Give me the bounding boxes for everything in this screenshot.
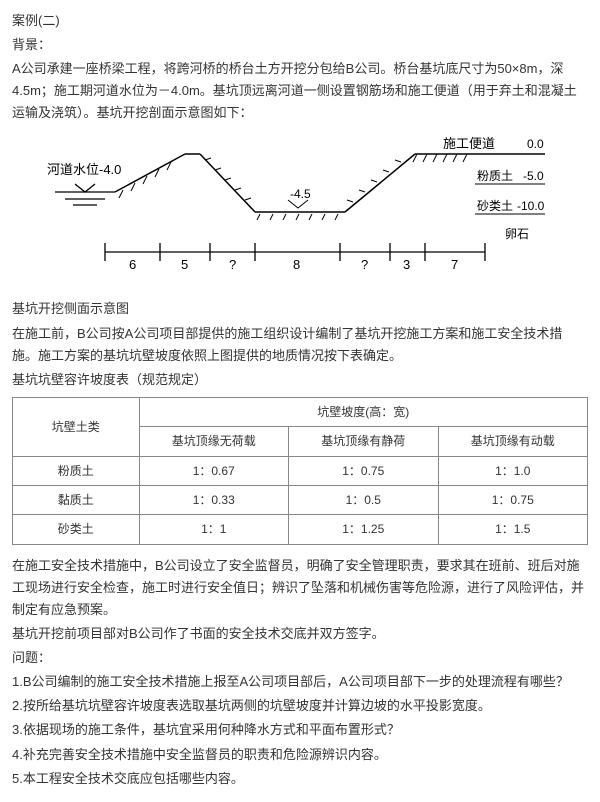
th-sub3: 基坑顶缘有动载 (438, 427, 588, 456)
table-row: 黏质土 1：0.33 1：0.5 1：0.75 (13, 486, 588, 515)
question-5: 5.本工程安全技术交底应包括哪些内容。 (12, 768, 588, 790)
elev-0: 0.0 (527, 137, 544, 151)
elev-2: -10.0 (517, 199, 545, 213)
cell: 1：0.75 (438, 486, 588, 515)
questions-title: 问题： (12, 647, 588, 669)
strat-1: 粉质土 (477, 169, 513, 183)
cell: 1：1.5 (438, 515, 588, 544)
question-4: 4.补充完善安全技术措施中安全监督员的职责和危险源辨识内容。 (12, 744, 588, 766)
strat-2: 砂类土 (477, 199, 513, 213)
th-sub1: 基坑顶缘无荷载 (139, 427, 289, 456)
water-label: 河道水位-4.0 (47, 162, 121, 177)
mid2-p1: 在施工安全技术措施中，B公司设立了安全监督员，明确了安全管理职责，要求其在班前、… (12, 555, 588, 621)
question-3: 3.依据现场的施工条件，基坑宜采用何种降水方式和平面布置形式？ (12, 719, 588, 741)
th-soil: 坑壁土类 (13, 397, 140, 456)
cell: 1：0.67 (139, 456, 289, 485)
cell: 1：1.0 (438, 456, 588, 485)
th-sub2: 基坑顶缘有静荷 (289, 427, 439, 456)
cross-section-diagram: 施工便道 0.0 粉质土 -5.0 砂类土 -10.0 卵石 河道水位-4.0 (12, 132, 588, 292)
diagram-caption: 基坑开挖侧面示意图 (12, 298, 588, 320)
cell: 1：0.33 (139, 486, 289, 515)
th-group: 坑壁坡度(高：宽) (139, 397, 588, 426)
slope-table: 坑壁土类 坑壁坡度(高：宽) 基坑顶缘无荷载 基坑顶缘有静荷 基坑顶缘有动载 粉… (12, 397, 588, 545)
elev-1: -5.0 (523, 169, 544, 183)
cell: 1：1 (139, 515, 289, 544)
question-2: 2.按所给基坑坑壁容许坡度表选取基坑两侧的坑壁坡度并计算边坡的水平投影宽度。 (12, 695, 588, 717)
table-caption: 基坑坑壁容许坡度表（规范规定） (12, 369, 588, 391)
scale-0: 6 (129, 257, 136, 272)
strat-3: 卵石 (505, 227, 529, 241)
cell: 1：1.25 (289, 515, 439, 544)
cell: 1：0.5 (289, 486, 439, 515)
diagram-svg: 施工便道 0.0 粉质土 -5.0 砂类土 -10.0 卵石 河道水位-4.0 (45, 132, 555, 292)
cell-soil: 砂类土 (13, 515, 140, 544)
case-number: 案例(二) (12, 10, 588, 32)
table-row: 砂类土 1：1 1：1.25 1：1.5 (13, 515, 588, 544)
scale-3: 8 (293, 257, 300, 272)
mid2-p2: 基坑开挖前项目部对B公司作了书面的安全技术交底并双方签字。 (12, 623, 588, 645)
scale-5: 3 (403, 257, 410, 272)
background-label: 背景： (12, 34, 588, 56)
pit-depth: -4.5 (290, 187, 311, 201)
cell: 1：0.75 (289, 456, 439, 485)
cell-soil: 黏质土 (13, 486, 140, 515)
scale-4: ? (361, 257, 368, 272)
scale-1: 5 (181, 257, 188, 272)
background-text: A公司承建一座桥梁工程，将跨河桥的桥台土方开挖分包给B公司。桥台基坑底尺寸为50… (12, 58, 588, 124)
question-1: 1.B公司编制的施工安全技术措施上报至A公司项目部后，A公司项目部下一步的处理流… (12, 671, 588, 693)
table-row: 粉质土 1：0.67 1：0.75 1：1.0 (13, 456, 588, 485)
cell-soil: 粉质土 (13, 456, 140, 485)
mid-para-1: 在施工前，B公司按A公司项目部提供的施工组织设计编制了基坑开挖施工方案和施工安全… (12, 323, 588, 367)
scale-6: 7 (451, 257, 458, 272)
scale-2: ? (229, 257, 236, 272)
road-label: 施工便道 (443, 136, 495, 151)
